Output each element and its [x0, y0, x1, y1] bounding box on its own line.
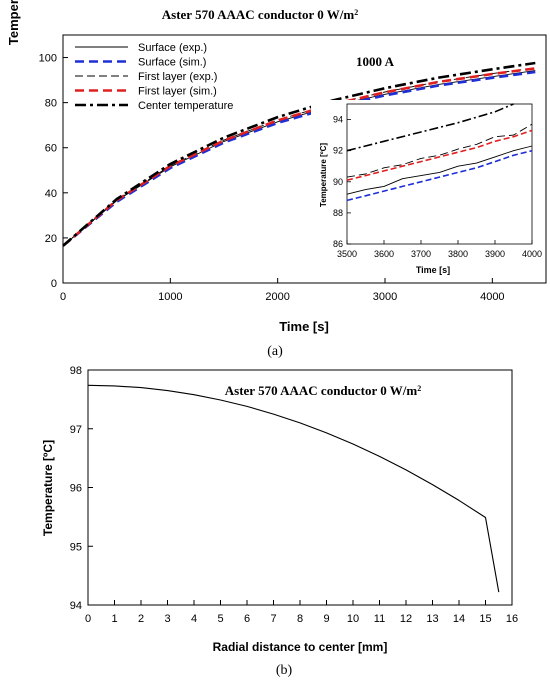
chart-b-x-axis: 0 1 2 3 4 5 6 7 8 9 10 11 12 13 14 15 16	[85, 600, 518, 625]
y-tick-label: 95	[70, 541, 82, 553]
inset-y-tick-label: 88	[333, 208, 343, 218]
inset-series-line-surface-sim	[346, 149, 533, 202]
y-tick-label: 80	[45, 98, 57, 110]
legend-label: First layer (sim.)	[138, 86, 217, 98]
inset-x-tick-label: 3500	[337, 249, 357, 259]
y-tick-label: 96	[70, 483, 82, 495]
inset-y-tick-label: 90	[333, 177, 343, 187]
x-tick-label: 4	[191, 613, 197, 625]
x-tick-label: 12	[400, 613, 412, 625]
x-tick-label: 9	[323, 613, 329, 625]
chart-b-caption: (b)	[276, 663, 293, 678]
y-tick-label: 97	[70, 424, 82, 436]
x-tick-label: 8	[297, 613, 303, 625]
inset-series	[346, 103, 533, 202]
x-tick-label: 0	[60, 291, 66, 303]
chart-a-series	[62, 61, 536, 247]
inset-x-axis: 3500 3600 3700 3800 3900 4000	[337, 240, 542, 259]
series-line-center-temperature	[62, 61, 536, 247]
x-tick-label: 4000	[480, 291, 504, 303]
chart-a-annotation: 1000 A	[356, 54, 395, 69]
chart-a-y-axis: 0 20 40 60 80 100	[39, 53, 68, 290]
x-tick-label: 15	[479, 613, 491, 625]
x-tick-label: 14	[453, 613, 465, 625]
inset-x-tick-label: 3700	[411, 249, 431, 259]
inset-x-tick-label: 3600	[374, 249, 394, 259]
x-tick-label: 13	[426, 613, 438, 625]
legend-label: Center temperature	[138, 100, 233, 112]
x-tick-label: 16	[506, 613, 518, 625]
y-tick-label: 20	[45, 233, 57, 245]
inset-x-tick-label: 4000	[522, 249, 542, 259]
series-line-radial-temperature	[87, 384, 500, 593]
chart-a-x-axis: 0 1000 2000 3000 4000	[60, 278, 505, 303]
chart-a-legend: Surface (exp.) Surface (sim.) First layer …	[75, 42, 233, 112]
x-tick-label: 6	[244, 613, 250, 625]
chart-b-series	[87, 384, 500, 593]
y-tick-label: 100	[39, 53, 57, 65]
inset-x-tick-label: 3900	[485, 249, 505, 259]
y-tick-label: 60	[45, 143, 57, 155]
legend-label: Surface (exp.)	[138, 42, 207, 54]
x-tick-label: 2	[138, 613, 144, 625]
inset-series-line-first-layer-exp	[346, 123, 533, 178]
x-tick-label: 3	[164, 613, 170, 625]
chart-a-xlabel: Time [s]	[279, 319, 329, 334]
inset-y-tick-label: 94	[333, 115, 343, 125]
x-tick-label: 3000	[373, 291, 397, 303]
chart-a-plot-frame	[62, 34, 547, 284]
x-tick-label: 7	[270, 613, 276, 625]
legend-label: First layer (exp.)	[138, 71, 217, 83]
chart-a: Aster 570 AAAC conductor 0 W/m2 0 20 40 60 8…	[6, 0, 547, 359]
inset-series-line-surface-exp	[346, 145, 533, 195]
inset-xlabel: Time [s]	[416, 265, 450, 275]
chart-b-ylabel: Temperature [ºC]	[41, 440, 55, 536]
x-tick-label: 5	[217, 613, 223, 625]
chart-b-title: Aster 570 AAAC conductor 0 W/m2	[225, 383, 421, 398]
inset-plot-frame	[346, 103, 533, 245]
y-tick-label: 94	[70, 600, 82, 612]
chart-a-title: Aster 570 AAAC conductor 0 W/m2	[162, 7, 358, 22]
legend-label: Surface (sim.)	[138, 57, 206, 69]
chart-a-inset: 86 88 90 92 94 3500 3600 3700 3800 3900 4000 Temp…	[311, 100, 542, 275]
inset-ylabel: Temperature [ºC]	[319, 143, 328, 207]
inset-y-axis: 86 88 90 92 94	[333, 115, 351, 249]
chart-b-plot-frame	[87, 369, 513, 606]
chart-a-ylabel: Temperature [ºC]	[6, 0, 21, 45]
chart-b: Aster 570 AAAC conductor 0 W/m2 94959697…	[41, 365, 518, 678]
x-tick-label: 0	[85, 613, 91, 625]
inset-y-tick-label: 86	[333, 239, 343, 249]
inset-y-tick-label: 92	[333, 146, 343, 156]
y-tick-label: 40	[45, 188, 57, 200]
inset-series-line-first-layer-sim	[346, 129, 533, 181]
chart-b-y-axis: 94 95 96 97 98	[70, 365, 93, 612]
y-tick-label: 98	[70, 365, 82, 377]
inset-series-line-center-temperature	[346, 103, 514, 152]
x-tick-label: 1	[111, 613, 117, 625]
x-tick-label: 2000	[265, 291, 289, 303]
chart-a-caption: (a)	[267, 344, 283, 359]
series-line-surface-sim	[62, 70, 536, 247]
inset-x-tick-label: 3800	[448, 249, 468, 259]
x-tick-label: 1000	[158, 291, 182, 303]
series-line-first-layer-sim	[62, 67, 536, 247]
x-tick-label: 10	[347, 613, 359, 625]
x-tick-label: 11	[374, 613, 385, 625]
y-tick-label: 0	[51, 278, 57, 290]
chart-b-xlabel: Radial distance to center [mm]	[213, 640, 388, 654]
